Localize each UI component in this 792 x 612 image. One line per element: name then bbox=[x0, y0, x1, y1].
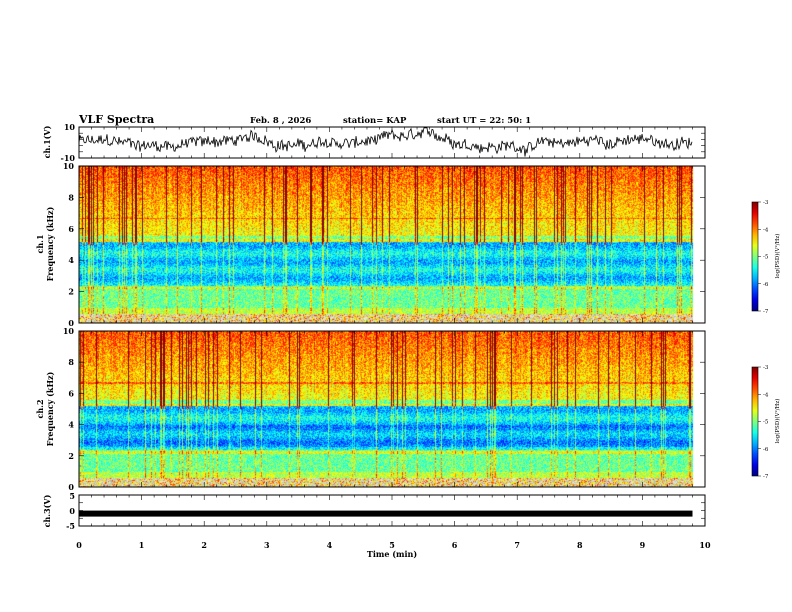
ch1-colorbar-gradient bbox=[752, 202, 758, 311]
ch1-ytick-bottom: -10 bbox=[61, 153, 76, 163]
colorbar-tick-label--5: -5 bbox=[763, 255, 769, 261]
y-tick-label-8: 8 bbox=[68, 192, 74, 202]
y-tick-label-0: 0 bbox=[68, 318, 74, 328]
y-tick-label-6: 6 bbox=[68, 224, 74, 234]
colorbar-tick-label--3: -3 bbox=[763, 200, 769, 206]
ch2-colorbar-label: log(PSD)(V²/Hz) bbox=[774, 399, 781, 444]
ch1-spectrogram-panel: 10 8 6 4 2 0 ch.1 Frequency (kHz) -3 -4 -5 -6 -7 … bbox=[35, 161, 781, 328]
ch3-waveform-ticks bbox=[78, 494, 706, 527]
ch1-colorbar-ticks: -3 -4 -5 -6 -7 bbox=[758, 200, 769, 315]
ch3-waveform-panel: 5 0 -5 ch.3(V) bbox=[42, 491, 706, 531]
ch1-spectrogram-ticks bbox=[78, 166, 706, 323]
ch2-spectrogram-image bbox=[79, 331, 705, 487]
y-tick-label-0: 0 bbox=[68, 482, 74, 492]
x-axis-tick-labels: 0 1 2 3 4 5 6 7 8 9 10 bbox=[76, 540, 711, 550]
ch2-spectrogram-panel: 10 8 6 4 2 0 ch.2 Frequency (kHz) -3 -4 -5 -6 -7 … bbox=[35, 326, 781, 492]
ch1-colorbar-label: log(PSD)(V²/Hz) bbox=[774, 234, 781, 279]
station-label: station= KAP bbox=[343, 116, 407, 126]
ch3-ytick-bottom: -5 bbox=[66, 521, 75, 531]
ch1-waveform-panel: 10 -10 ch.1(V) bbox=[42, 122, 706, 163]
colorbar-tick-label--6: -6 bbox=[763, 447, 769, 453]
x-tick-label-4: 4 bbox=[327, 540, 333, 550]
x-tick-label-2: 2 bbox=[201, 540, 207, 550]
ch1-spectrogram-ylabel-frequency: Frequency (kHz) bbox=[45, 206, 55, 281]
colorbar-tick-label--3: -3 bbox=[763, 365, 769, 371]
y-tick-label-2: 2 bbox=[68, 287, 74, 297]
start-time-label: start UT = 22: 50: 1 bbox=[437, 116, 531, 126]
y-tick-label-2: 2 bbox=[68, 451, 74, 461]
ch2-spectrogram-yticklabels: 10 8 6 4 2 0 bbox=[63, 326, 705, 492]
x-tick-label-9: 9 bbox=[640, 540, 646, 550]
y-tick-label-10: 10 bbox=[63, 326, 75, 336]
colorbar-tick-label--7: -7 bbox=[763, 474, 769, 480]
ch3-waveform-line bbox=[79, 510, 693, 517]
x-axis-label: Time (min) bbox=[367, 549, 417, 559]
colorbar-tick-label--7: -7 bbox=[763, 309, 769, 315]
x-tick-label-8: 8 bbox=[577, 540, 583, 550]
colorbar-tick-label--4: -4 bbox=[763, 392, 769, 398]
ch1-ytick-top: 10 bbox=[64, 122, 76, 132]
x-tick-label-10: 10 bbox=[699, 540, 711, 550]
ch1-waveform-ylabel: ch.1(V) bbox=[42, 125, 52, 158]
x-tick-label-6: 6 bbox=[452, 540, 458, 550]
ch1-spectrogram-ylabel-channel: ch.1 bbox=[35, 234, 45, 253]
x-tick-label-3: 3 bbox=[264, 540, 270, 550]
ch2-spectrogram-ylabel-frequency: Frequency (kHz) bbox=[45, 371, 55, 446]
colorbar-tick-label--6: -6 bbox=[763, 282, 769, 288]
ch2-colorbar-gradient bbox=[752, 367, 758, 476]
ch1-spectrogram-yticklabels: 10 8 6 4 2 0 bbox=[63, 161, 705, 328]
x-tick-label-5: 5 bbox=[389, 540, 395, 550]
ch1-waveform-line bbox=[78, 127, 693, 157]
x-tick-label-0: 0 bbox=[76, 540, 82, 550]
colorbar-tick-label--5: -5 bbox=[763, 420, 769, 426]
y-tick-label-8: 8 bbox=[68, 357, 74, 367]
ch1-colorbar: -3 -4 -5 -6 -7 log(PSD)(V²/Hz) bbox=[751, 200, 781, 315]
ch1-waveform-ticks bbox=[78, 126, 706, 159]
ch1-spectrogram-image bbox=[79, 166, 705, 323]
ch2-spectrogram-ticks bbox=[78, 331, 706, 487]
ch2-colorbar: -3 -4 -5 -6 -7 log(PSD)(V²/Hz) bbox=[751, 365, 781, 480]
ch2-spectrogram-ylabel-channel: ch.2 bbox=[35, 399, 45, 418]
ch2-colorbar-ticks: -3 -4 -5 -6 -7 bbox=[758, 365, 769, 480]
x-tick-label-1: 1 bbox=[139, 540, 145, 550]
ch3-ytick-top: 5 bbox=[69, 491, 75, 501]
date-label: Feb. 8 , 2026 bbox=[250, 116, 311, 126]
x-tick-label-7: 7 bbox=[514, 540, 520, 550]
y-tick-label-10: 10 bbox=[63, 161, 75, 171]
figure-title: VLF Spectra bbox=[78, 113, 154, 126]
ch3-waveform-ylabel: ch.3(V) bbox=[42, 494, 52, 527]
colorbar-tick-label--4: -4 bbox=[763, 227, 769, 233]
y-tick-label-6: 6 bbox=[68, 388, 74, 398]
y-tick-label-4: 4 bbox=[68, 255, 74, 265]
y-tick-label-4: 4 bbox=[68, 420, 74, 430]
ch3-ytick-middle: 0 bbox=[69, 506, 75, 516]
